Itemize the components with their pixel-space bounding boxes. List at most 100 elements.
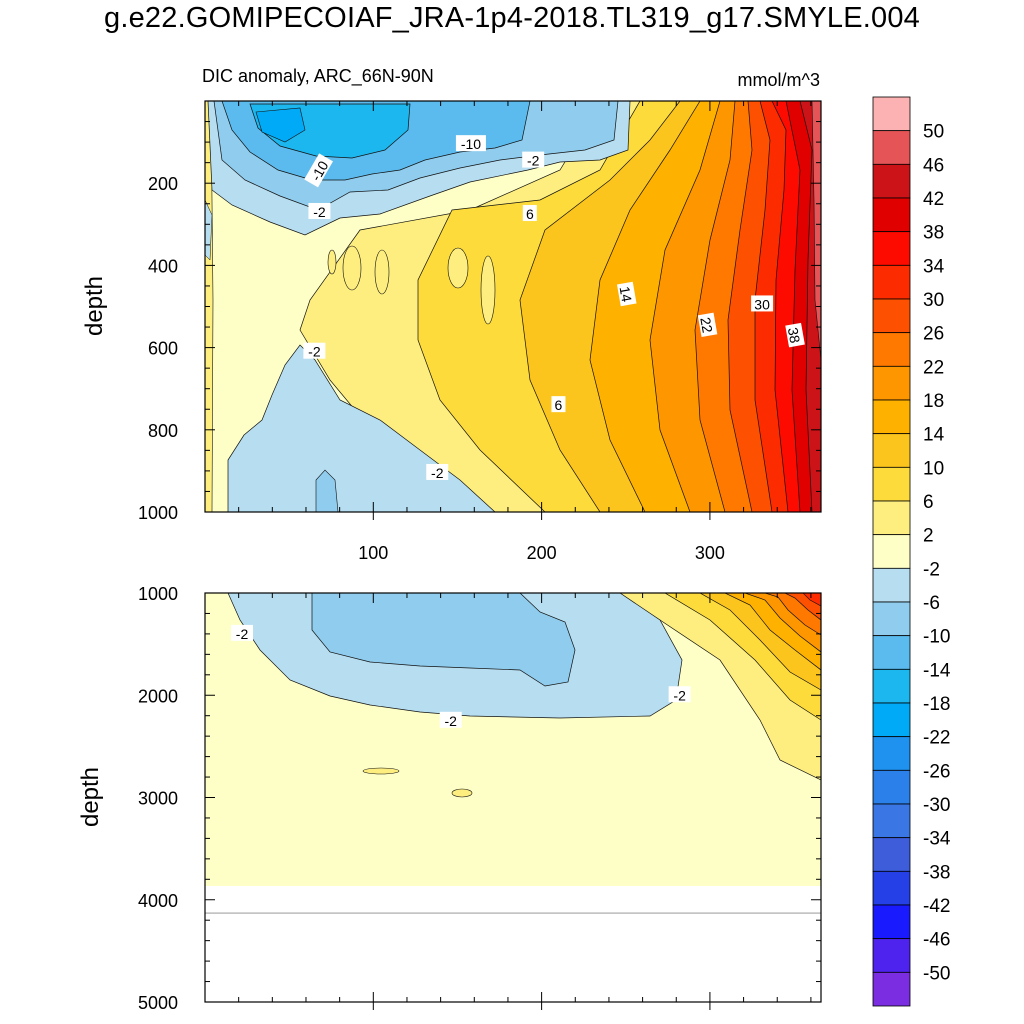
colorbar-label: 10: [923, 458, 944, 479]
colorbar-swatch: [872, 433, 911, 468]
colorbar-swatch: [872, 668, 911, 704]
colorbar-swatch: [872, 399, 911, 435]
contour-label-bg: [308, 202, 331, 219]
contour-label-text: 38: [785, 326, 803, 344]
contour-label-bg: [785, 322, 805, 348]
colorbar-swatch: [872, 601, 911, 637]
contour-label-bg: [426, 463, 449, 480]
contour-label: 38: [785, 322, 805, 348]
colorbar-swatch: [872, 938, 911, 973]
colorbar-label: -2: [923, 559, 940, 580]
lower-y-tick-labels: 1000 2000 3000 4000 5000: [138, 584, 178, 1013]
contour-label: -2: [303, 342, 326, 360]
colorbar-swatch: [872, 466, 911, 502]
colorbar-label: 46: [923, 155, 944, 176]
contour-label: 6: [551, 396, 566, 413]
colorbar-swatch: [872, 332, 911, 367]
contour-label: -2: [439, 711, 462, 729]
contour-label-text: 6: [526, 206, 534, 222]
colorbar-swatch: [872, 163, 911, 199]
y-tick-label: 200: [148, 174, 178, 194]
upper-contour-field: [205, 101, 821, 512]
colorbar-swatch: [872, 803, 911, 839]
y-tick-label: 600: [148, 339, 178, 359]
contour-label: 22: [697, 312, 718, 338]
y-tick-label: 1000: [138, 503, 178, 523]
colorbar-label: 50: [923, 122, 944, 143]
colorbar-swatch: [872, 870, 911, 906]
y-tick-label: 4000: [138, 891, 178, 911]
contour-label-text: -2: [431, 465, 444, 481]
colorbar-label: -34: [923, 829, 951, 850]
colorbar-swatch: [872, 264, 911, 300]
contour-label-text: -2: [673, 687, 686, 703]
y-tick-label: 800: [148, 421, 178, 441]
colorbar-swatch: [872, 298, 911, 334]
contour-label-bg: [522, 205, 537, 222]
lower-speck-1: [362, 767, 400, 775]
colorbar-label: -6: [923, 593, 940, 614]
contour-label-bg: [304, 153, 334, 188]
y-tick-label: 1000: [138, 584, 178, 604]
colorbar-label: 18: [923, 391, 944, 412]
colorbar-label: 2: [923, 526, 934, 547]
x-tick-label: 200: [527, 543, 557, 563]
contour-label-text: -2: [308, 344, 321, 360]
y-tick-label: 5000: [138, 993, 178, 1013]
colorbar-swatch: [872, 769, 911, 805]
colorbar-label: 6: [923, 492, 934, 513]
contour-label: 14: [616, 281, 637, 307]
contour-label: -2: [426, 463, 449, 481]
colorbar-swatch: [872, 904, 911, 940]
x-tick-label: 300: [695, 543, 725, 563]
colorbar-swatch: [872, 702, 911, 738]
colorbar-swatch: [872, 837, 911, 872]
upper-y-axis-label: depth: [81, 276, 108, 336]
contour-label-bg: [616, 281, 637, 307]
upper-y-tick-labels: 200 400 600 800 1000: [138, 174, 178, 523]
x-tick-label: 100: [358, 543, 388, 563]
colorbar-label: -14: [923, 660, 951, 681]
colorbar-label: -46: [923, 930, 950, 951]
contour-label: -2: [231, 624, 254, 642]
y-tick-label: 2000: [138, 686, 178, 706]
colorbar-label: -50: [923, 963, 950, 984]
colorbar-swatch: [872, 130, 911, 165]
colorbar-label: -26: [923, 761, 950, 782]
deep-negative-6: [315, 469, 339, 512]
colorbar-label: 30: [923, 290, 944, 311]
colorbar-label: -38: [923, 862, 950, 883]
colorbar-swatch: [872, 96, 911, 132]
colorbar-swatch: [872, 567, 911, 603]
lower-band-30-34: [802, 593, 821, 607]
contour-label-bg: [551, 396, 566, 413]
contour-label-bg: [439, 711, 462, 728]
contour-label-text: -2: [527, 153, 540, 169]
contour-label-text: 22: [697, 316, 715, 334]
colorbar-label: 38: [923, 223, 944, 244]
colorbar-swatch: [872, 500, 911, 536]
panel-title: DIC anomaly, ARC_66N-90N: [202, 66, 434, 87]
contour-label-bg: [751, 295, 774, 312]
contour-label-bg: [231, 624, 254, 641]
contour-label-text: -2: [445, 713, 458, 729]
figure-title: g.e22.GOMIPECOIAF_JRA-1p4-2018.TL319_g17…: [104, 2, 920, 34]
colorbar-label: -30: [923, 795, 950, 816]
lower-speck-2: [451, 788, 473, 798]
contour-label-text: -10: [461, 136, 481, 152]
colorbar-label: 14: [923, 425, 945, 446]
y-tick-label: 3000: [138, 789, 178, 809]
upper-ticks: [205, 101, 821, 520]
colorbar-label: 26: [923, 324, 944, 345]
surface-negative-18: [255, 107, 306, 143]
no-data-region: [205, 913, 821, 1002]
lower-contour-field: [205, 593, 821, 1002]
upper-x-tick-labels: 100 200 300: [358, 543, 725, 563]
contour-label-text: 30: [754, 296, 770, 312]
lower-negative-6: [311, 593, 576, 687]
colorbar-label: -10: [923, 627, 950, 648]
y-tick-label: 400: [148, 256, 178, 276]
units-label: mmol/m^3: [738, 70, 820, 90]
lower-panel: -2 -2 -2 1000 2000 3000 4000 5000 depth: [77, 584, 822, 1013]
